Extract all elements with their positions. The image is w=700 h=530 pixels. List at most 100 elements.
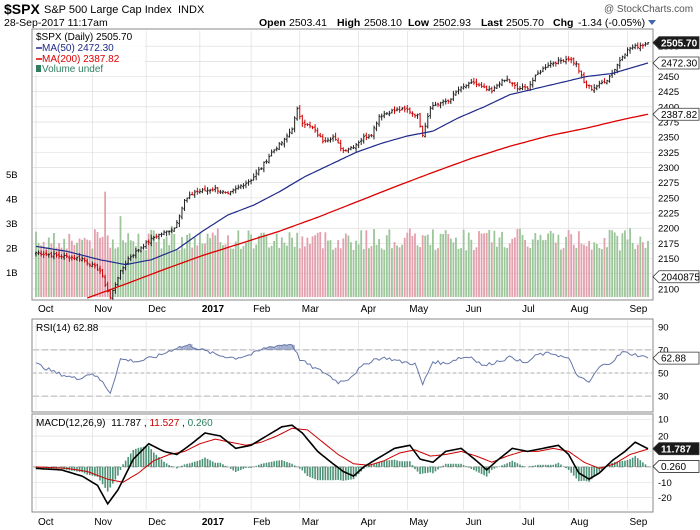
ohlc-bar xyxy=(139,246,143,253)
macd-hist-bar xyxy=(411,465,414,467)
ohlc-bar xyxy=(91,261,94,268)
ohlc-bar xyxy=(144,240,148,249)
ohlc-bar xyxy=(372,125,376,140)
volume-bar xyxy=(152,230,155,297)
macd-hist-bar xyxy=(601,466,603,470)
ohlc-bar xyxy=(285,133,289,143)
ohlc-bar xyxy=(126,256,130,265)
macd-hist-bar xyxy=(137,447,140,467)
ohlc-bar xyxy=(101,269,104,278)
ohlc-bar xyxy=(185,197,189,203)
volume-bar xyxy=(181,236,183,297)
volume-bar xyxy=(117,247,119,297)
ohlc-bar xyxy=(485,85,488,92)
macd-hist-bar xyxy=(375,463,378,467)
volume-bar xyxy=(565,236,567,297)
macd-hist-bar xyxy=(304,466,306,474)
volume-bar xyxy=(503,247,506,297)
macd-hist-bar xyxy=(255,465,258,467)
volume-bar xyxy=(329,240,332,297)
ohlc-bar xyxy=(344,149,348,152)
macd-hist-bar xyxy=(250,466,252,468)
ohlc-bar xyxy=(644,42,647,47)
ohlc-bar xyxy=(452,90,455,102)
volume-bar xyxy=(83,237,86,297)
volume-bar xyxy=(160,248,163,297)
macd-hist-bar xyxy=(96,466,99,477)
ohlc-bar xyxy=(306,123,309,127)
ohlc-bar xyxy=(319,132,322,138)
ohlc-bar xyxy=(626,47,629,57)
macd-hist-bar xyxy=(99,466,101,481)
volume-bar xyxy=(101,236,104,297)
ohlc-bar xyxy=(569,56,573,64)
ohlc-bar xyxy=(52,250,56,260)
macd-hist-bar xyxy=(86,466,89,475)
volume-bar xyxy=(534,233,537,297)
volume-bar xyxy=(452,242,455,297)
volume-bar xyxy=(262,232,265,297)
macd-hist-bar xyxy=(531,465,534,467)
macd-hist-bar xyxy=(321,466,324,481)
price-badge-shape xyxy=(652,270,700,284)
ohlc-bar xyxy=(523,84,527,90)
ohlc-bar xyxy=(247,179,250,186)
volume-bar xyxy=(529,248,532,297)
ohlc-bar xyxy=(464,84,468,89)
ohlc-bar xyxy=(526,86,529,90)
macd-hist-bar xyxy=(245,466,247,468)
macd-hist-bar xyxy=(588,466,590,482)
macd-hist-bar xyxy=(539,464,542,467)
macd-hist-bar xyxy=(452,463,455,467)
volume-bar xyxy=(88,240,91,297)
volume-bar xyxy=(419,247,422,297)
volume-bar xyxy=(211,232,214,297)
volume-bar xyxy=(380,248,383,297)
volume-bar xyxy=(567,230,570,297)
macd-hist-bar xyxy=(401,461,403,467)
ohlc-bar xyxy=(298,105,301,120)
volume-bar xyxy=(616,235,619,297)
volume-bar xyxy=(536,239,539,297)
ohlc-bar xyxy=(203,185,207,192)
ohlc-bar xyxy=(441,99,445,106)
macd-hist-bar xyxy=(383,460,386,467)
ohlc-bar xyxy=(188,191,191,200)
ohlc-bar xyxy=(280,140,284,146)
macd-hist-bar xyxy=(309,466,311,478)
dropdown-caret-icon[interactable] xyxy=(648,20,656,25)
ohlc-bar xyxy=(587,84,591,89)
volume-bar xyxy=(183,248,186,297)
month-label: Jul xyxy=(522,517,535,528)
ohlc-bar xyxy=(431,101,435,110)
volume-bar xyxy=(544,239,547,297)
volume-bar xyxy=(65,248,68,297)
rsi-overbought-fill xyxy=(174,344,295,350)
volume-bar xyxy=(580,243,583,297)
ohlc-bar xyxy=(575,60,578,68)
ohlc-bar xyxy=(354,143,358,152)
rsi-badge: 62.88 xyxy=(652,351,700,365)
ohlc-bar xyxy=(416,113,419,119)
ohlc-bar xyxy=(45,250,48,257)
ohlc-bar xyxy=(86,258,89,266)
macd-hist-bar xyxy=(240,466,242,470)
price-legend: $SPX (Daily) 2505.70 MA(50) 2472.30 MA(2… xyxy=(33,30,145,75)
macd-hist-bar xyxy=(516,463,519,467)
ohlc-bar xyxy=(552,61,555,67)
macd-hist-bar xyxy=(129,453,132,467)
macd-hist-bar xyxy=(350,466,352,480)
ohlc-bar xyxy=(134,247,138,259)
volume-bar xyxy=(634,249,637,297)
ohlc-bar xyxy=(201,188,204,194)
ohlc-bar xyxy=(295,106,299,121)
ohlc-bar xyxy=(170,227,173,233)
macd-hist-bar xyxy=(191,462,194,467)
ohlc-bar xyxy=(50,251,53,258)
macd-hist-bar xyxy=(265,462,268,467)
volume-bar xyxy=(250,234,252,297)
ohlc-bar xyxy=(539,69,542,75)
ohlc-bar xyxy=(257,166,260,176)
macd-hist-bar xyxy=(145,446,147,467)
macd-hist-bar xyxy=(150,449,153,467)
